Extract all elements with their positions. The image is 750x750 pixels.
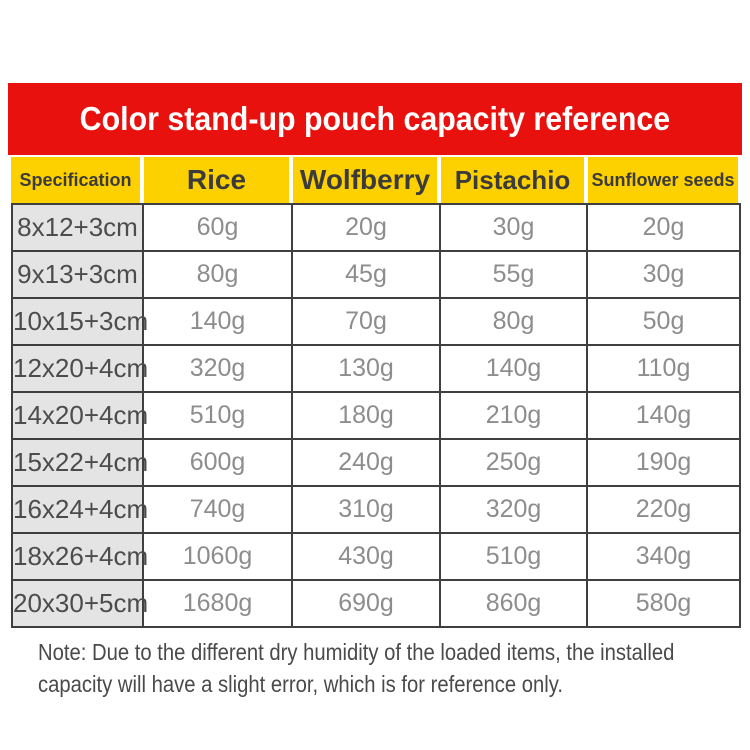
spec-cell: 20x30+5cm bbox=[11, 579, 148, 628]
value-cell: 180g bbox=[291, 391, 441, 440]
value-cell: 140g bbox=[586, 391, 741, 440]
value-cell: 30g bbox=[439, 203, 588, 252]
value-cell: 50g bbox=[586, 297, 741, 346]
value-cell: 510g bbox=[142, 391, 293, 440]
header-rice: Rice bbox=[144, 157, 289, 203]
value-cell: 210g bbox=[439, 391, 588, 440]
value-cell: 140g bbox=[439, 344, 588, 393]
spec-cell: 18x26+4cm bbox=[11, 532, 148, 581]
value-cell: 55g bbox=[439, 250, 588, 299]
spec-cell: 15x22+4cm bbox=[11, 438, 148, 487]
capacity-data-grid: 8x12+3cm 60g 20g 30g 20g 9x13+3cm 80g 45… bbox=[11, 203, 741, 628]
value-cell: 510g bbox=[439, 532, 588, 581]
value-cell: 80g bbox=[439, 297, 588, 346]
header-specification: Specification bbox=[11, 157, 140, 203]
value-cell: 600g bbox=[142, 438, 293, 487]
spec-cell: 16x24+4cm bbox=[11, 485, 148, 534]
spec-cell: 10x15+3cm bbox=[11, 297, 148, 346]
value-cell: 130g bbox=[291, 344, 441, 393]
table-row: 9x13+3cm 80g 45g 55g 30g bbox=[11, 250, 741, 299]
value-cell: 70g bbox=[291, 297, 441, 346]
table-row: 14x20+4cm 510g 180g 210g 140g bbox=[11, 391, 741, 440]
table-row: 16x24+4cm 740g 310g 320g 220g bbox=[11, 485, 741, 534]
value-cell: 80g bbox=[142, 250, 293, 299]
value-cell: 430g bbox=[291, 532, 441, 581]
header-wolfberry: Wolfberry bbox=[293, 157, 437, 203]
value-cell: 30g bbox=[586, 250, 741, 299]
spec-cell: 8x12+3cm bbox=[11, 203, 144, 252]
value-cell: 220g bbox=[586, 485, 741, 534]
value-cell: 110g bbox=[586, 344, 741, 393]
table-row: 20x30+5cm 1680g 690g 860g 580g bbox=[11, 579, 741, 628]
table-row: 8x12+3cm 60g 20g 30g 20g bbox=[11, 203, 741, 252]
header-pistachio: Pistachio bbox=[441, 157, 584, 203]
page-title: Color stand-up pouch capacity reference bbox=[79, 100, 671, 137]
value-cell: 45g bbox=[291, 250, 441, 299]
value-cell: 690g bbox=[291, 579, 441, 628]
value-cell: 740g bbox=[142, 485, 293, 534]
table-header-row: Specification Rice Wolfberry Pistachio S… bbox=[11, 157, 739, 203]
header-sunflower-seeds: Sunflower seeds bbox=[588, 157, 738, 203]
table-row: 18x26+4cm 1060g 430g 510g 340g bbox=[11, 532, 741, 581]
spec-cell: 12x20+4cm bbox=[11, 344, 148, 393]
value-cell: 580g bbox=[586, 579, 741, 628]
spec-cell: 14x20+4cm bbox=[11, 391, 148, 440]
table-row: 15x22+4cm 600g 240g 250g 190g bbox=[11, 438, 741, 487]
value-cell: 310g bbox=[291, 485, 441, 534]
table-row: 12x20+4cm 320g 130g 140g 110g bbox=[11, 344, 741, 393]
footnote: Note: Due to the different dry humidity … bbox=[38, 636, 674, 700]
spec-cell: 9x13+3cm bbox=[11, 250, 144, 299]
value-cell: 250g bbox=[439, 438, 588, 487]
value-cell: 20g bbox=[586, 203, 741, 252]
table-row: 10x15+3cm 140g 70g 80g 50g bbox=[11, 297, 741, 346]
value-cell: 20g bbox=[291, 203, 441, 252]
title-banner: Color stand-up pouch capacity reference bbox=[8, 83, 742, 155]
value-cell: 340g bbox=[586, 532, 741, 581]
value-cell: 190g bbox=[586, 438, 741, 487]
capacity-reference-table: Specification Rice Wolfberry Pistachio S… bbox=[11, 157, 741, 628]
value-cell: 1680g bbox=[142, 579, 293, 628]
value-cell: 320g bbox=[439, 485, 588, 534]
value-cell: 140g bbox=[142, 297, 293, 346]
footnote-line: Note: Due to the different dry humidity … bbox=[38, 639, 675, 665]
value-cell: 60g bbox=[142, 203, 293, 252]
value-cell: 320g bbox=[142, 344, 293, 393]
footnote-line: capacity will have a slight error, which… bbox=[38, 671, 563, 697]
value-cell: 860g bbox=[439, 579, 588, 628]
value-cell: 240g bbox=[291, 438, 441, 487]
value-cell: 1060g bbox=[142, 532, 293, 581]
